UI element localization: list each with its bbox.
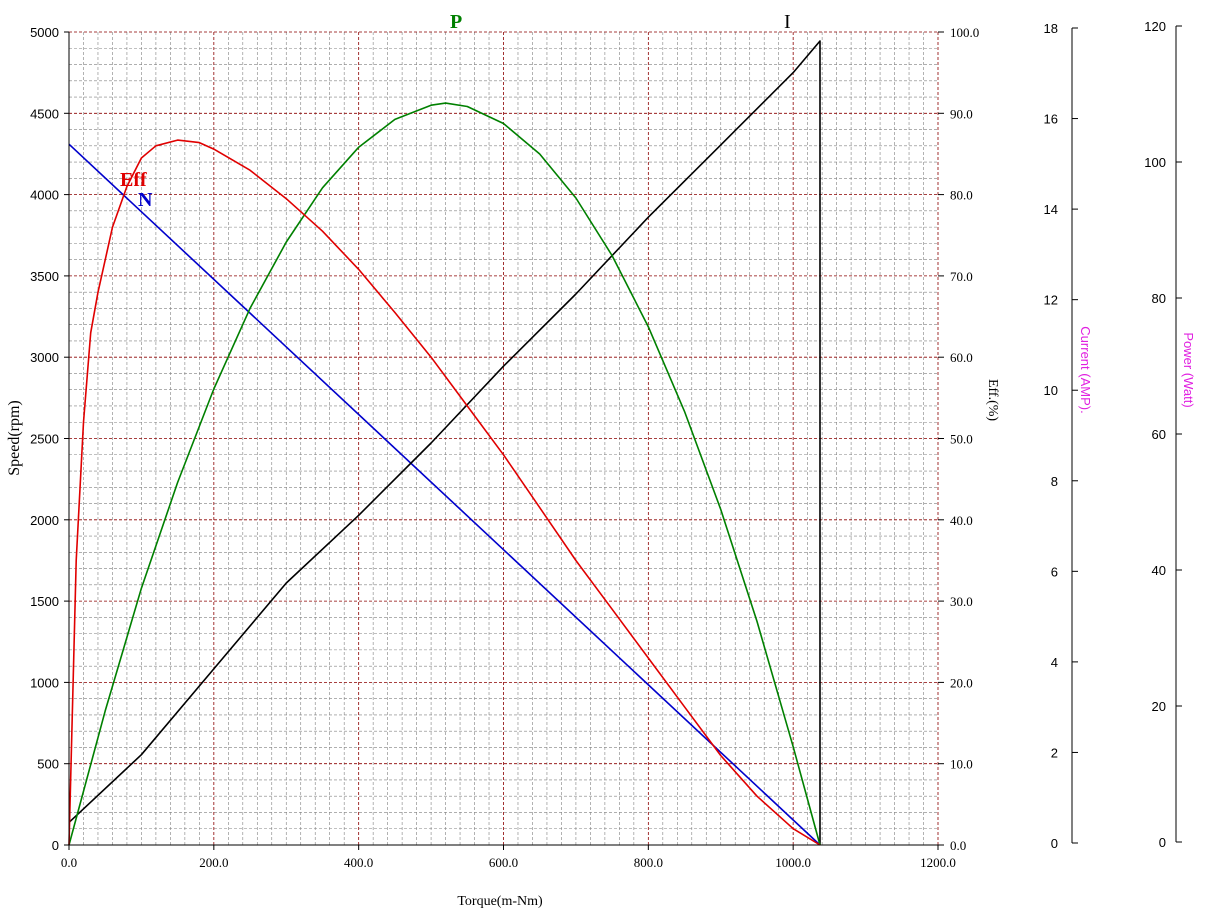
current-tick-label: 4 xyxy=(1051,655,1058,670)
x-tick-label: 1000.0 xyxy=(775,855,811,870)
current-tick-label: 12 xyxy=(1044,293,1058,308)
current-tick-label: 8 xyxy=(1051,474,1058,489)
speed-tick-label: 2000 xyxy=(30,513,59,528)
curve-label-i: I xyxy=(784,11,791,33)
series-layer xyxy=(68,40,821,846)
current-axis-title: Current (AMP). xyxy=(1078,326,1093,413)
eff-tick-label: 10.0 xyxy=(950,757,973,772)
power-tick-label: 40 xyxy=(1152,563,1166,578)
speed-axis-title: Speed(rpm) xyxy=(6,400,23,476)
power-axis-title: Power (Watt) xyxy=(1181,332,1196,407)
curve-label-eff: Eff xyxy=(120,169,147,191)
x-tick-label: 0.0 xyxy=(61,855,77,870)
power-tick-label: 80 xyxy=(1152,291,1166,306)
speed-tick-label: 3000 xyxy=(30,350,59,365)
eff-axis-title: Eff.(%) xyxy=(985,379,1000,421)
series-n-line xyxy=(68,143,821,846)
x-axis-title: Torque(m-Nm) xyxy=(457,894,543,909)
series-p-line xyxy=(68,102,821,846)
labels-layer: 0.0 200.0 400.0 600.0 800.0 1000.0 1200.005001… xyxy=(30,11,1166,870)
eff-tick-label: 100.0 xyxy=(950,25,979,40)
speed-tick-label: 1000 xyxy=(30,675,59,690)
x-tick-label: 800.0 xyxy=(634,855,663,870)
current-tick-label: 2 xyxy=(1051,745,1058,760)
speed-tick-label: 3500 xyxy=(30,269,59,284)
eff-tick-label: 90.0 xyxy=(950,106,973,121)
speed-tick-label: 4500 xyxy=(30,106,59,121)
current-tick-label: 18 xyxy=(1044,21,1058,36)
x-tick-label: 1200.0 xyxy=(920,855,956,870)
power-tick-label: 100 xyxy=(1144,155,1166,170)
power-tick-label: 60 xyxy=(1152,427,1166,442)
curve-label-n: N xyxy=(138,189,153,211)
current-tick-label: 14 xyxy=(1044,202,1058,217)
speed-tick-label: 1500 xyxy=(30,594,59,609)
current-tick-label: 16 xyxy=(1044,112,1058,127)
curve-label-p: P xyxy=(450,11,462,33)
power-tick-label: 20 xyxy=(1152,699,1166,714)
series-eff-line xyxy=(68,139,821,846)
eff-tick-label: 30.0 xyxy=(950,594,973,609)
speed-tick-label: 4000 xyxy=(30,188,59,203)
current-tick-label: 10 xyxy=(1044,383,1058,398)
x-tick-label: 600.0 xyxy=(489,855,518,870)
eff-tick-label: 50.0 xyxy=(950,432,973,447)
grid-layer xyxy=(69,31,939,845)
speed-tick-label: 5000 xyxy=(30,25,59,40)
eff-tick-label: 40.0 xyxy=(950,513,973,528)
eff-tick-label: 80.0 xyxy=(950,188,973,203)
eff-tick-label: 20.0 xyxy=(950,675,973,690)
eff-tick-label: 0.0 xyxy=(950,838,966,853)
x-tick-label: 400.0 xyxy=(344,855,373,870)
x-tick-label: 200.0 xyxy=(199,855,228,870)
power-tick-label: 0 xyxy=(1159,835,1166,850)
eff-tick-label: 60.0 xyxy=(950,350,973,365)
current-tick-label: 6 xyxy=(1051,564,1058,579)
current-tick-label: 0 xyxy=(1051,836,1058,851)
eff-tick-label: 70.0 xyxy=(950,269,973,284)
power-tick-label: 120 xyxy=(1144,19,1166,34)
speed-tick-label: 0 xyxy=(52,838,59,853)
speed-tick-label: 2500 xyxy=(30,432,59,447)
axes-layer xyxy=(64,25,1182,850)
series-i-line xyxy=(68,40,821,845)
speed-tick-label: 500 xyxy=(37,757,59,772)
